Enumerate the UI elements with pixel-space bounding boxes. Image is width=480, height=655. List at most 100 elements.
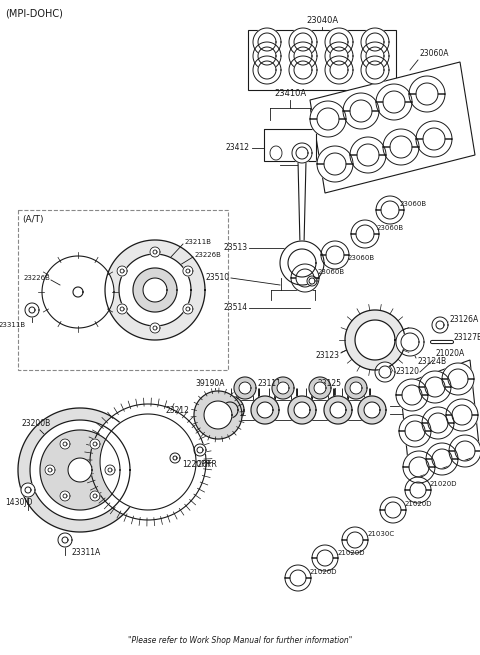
Polygon shape (25, 487, 31, 493)
Polygon shape (350, 382, 362, 394)
Text: 21020D: 21020D (430, 481, 457, 487)
Polygon shape (45, 465, 55, 475)
Polygon shape (375, 362, 395, 382)
Text: 23513: 23513 (224, 244, 248, 252)
Polygon shape (197, 447, 203, 453)
Polygon shape (396, 395, 428, 411)
Polygon shape (351, 220, 379, 234)
Polygon shape (416, 139, 452, 157)
Polygon shape (63, 442, 67, 446)
Polygon shape (350, 155, 386, 173)
Polygon shape (399, 415, 431, 431)
Polygon shape (42, 256, 114, 328)
Polygon shape (48, 468, 52, 472)
Polygon shape (310, 62, 475, 193)
Polygon shape (93, 494, 97, 498)
Polygon shape (60, 491, 70, 501)
Polygon shape (90, 404, 206, 520)
Polygon shape (422, 423, 454, 439)
Polygon shape (361, 28, 389, 56)
Polygon shape (403, 451, 435, 467)
Polygon shape (342, 540, 368, 553)
Polygon shape (294, 61, 312, 79)
Polygon shape (401, 333, 419, 351)
Polygon shape (409, 94, 445, 112)
Polygon shape (289, 42, 317, 70)
Text: 23127B: 23127B (453, 333, 480, 343)
Polygon shape (183, 266, 193, 276)
Polygon shape (361, 42, 389, 70)
Polygon shape (216, 396, 244, 424)
Polygon shape (105, 240, 205, 340)
Polygon shape (29, 307, 35, 313)
Polygon shape (272, 377, 294, 399)
Polygon shape (419, 387, 451, 403)
Text: 21020A: 21020A (435, 349, 464, 358)
Polygon shape (251, 396, 279, 424)
Text: "Please refer to Work Shop Manual for further information": "Please refer to Work Shop Manual for fu… (128, 636, 352, 645)
Polygon shape (364, 402, 380, 418)
Polygon shape (170, 453, 180, 463)
Bar (18, 210, 228, 370)
Polygon shape (108, 468, 112, 472)
Polygon shape (21, 483, 35, 497)
Polygon shape (432, 317, 448, 333)
Polygon shape (90, 491, 100, 501)
Polygon shape (396, 328, 424, 356)
Bar (264, 129, 316, 161)
Polygon shape (117, 266, 127, 276)
Polygon shape (105, 465, 115, 475)
Text: 23510: 23510 (206, 274, 230, 282)
Polygon shape (294, 402, 310, 418)
Polygon shape (345, 377, 367, 399)
Polygon shape (446, 415, 478, 431)
Polygon shape (294, 47, 312, 65)
Polygon shape (361, 56, 389, 84)
Polygon shape (133, 268, 177, 312)
Text: 23311A: 23311A (72, 548, 101, 557)
Polygon shape (173, 456, 177, 460)
Polygon shape (312, 545, 338, 558)
Text: 21030C: 21030C (368, 531, 395, 537)
Polygon shape (258, 61, 276, 79)
Polygon shape (253, 42, 281, 70)
Polygon shape (93, 442, 97, 446)
Polygon shape (330, 61, 348, 79)
Polygon shape (307, 276, 317, 286)
Polygon shape (310, 101, 346, 119)
Polygon shape (442, 363, 474, 379)
Polygon shape (253, 28, 281, 56)
Text: 23040A: 23040A (306, 16, 338, 25)
Text: 23060B: 23060B (377, 225, 404, 231)
Polygon shape (30, 420, 130, 520)
Polygon shape (317, 164, 353, 182)
Polygon shape (399, 431, 431, 447)
Polygon shape (194, 391, 242, 439)
Polygon shape (409, 76, 445, 94)
Polygon shape (380, 510, 406, 523)
Polygon shape (342, 527, 368, 540)
Polygon shape (325, 56, 353, 84)
Bar (248, 30, 396, 90)
Polygon shape (358, 396, 386, 424)
Polygon shape (100, 414, 196, 510)
Polygon shape (400, 360, 480, 480)
Polygon shape (73, 287, 83, 297)
Polygon shape (309, 278, 315, 284)
Polygon shape (379, 366, 391, 378)
Polygon shape (383, 129, 419, 147)
Polygon shape (403, 467, 435, 483)
Polygon shape (291, 264, 319, 278)
Polygon shape (325, 28, 353, 56)
Polygon shape (234, 377, 256, 399)
Polygon shape (186, 269, 190, 273)
Text: 23120: 23120 (395, 367, 419, 377)
Polygon shape (120, 269, 124, 273)
Text: 23125: 23125 (318, 379, 342, 388)
Polygon shape (343, 93, 379, 111)
Text: 39190A: 39190A (195, 379, 225, 388)
Text: 1220FR: 1220FR (188, 460, 217, 469)
Polygon shape (405, 477, 431, 490)
Polygon shape (143, 278, 167, 302)
Polygon shape (376, 210, 404, 224)
